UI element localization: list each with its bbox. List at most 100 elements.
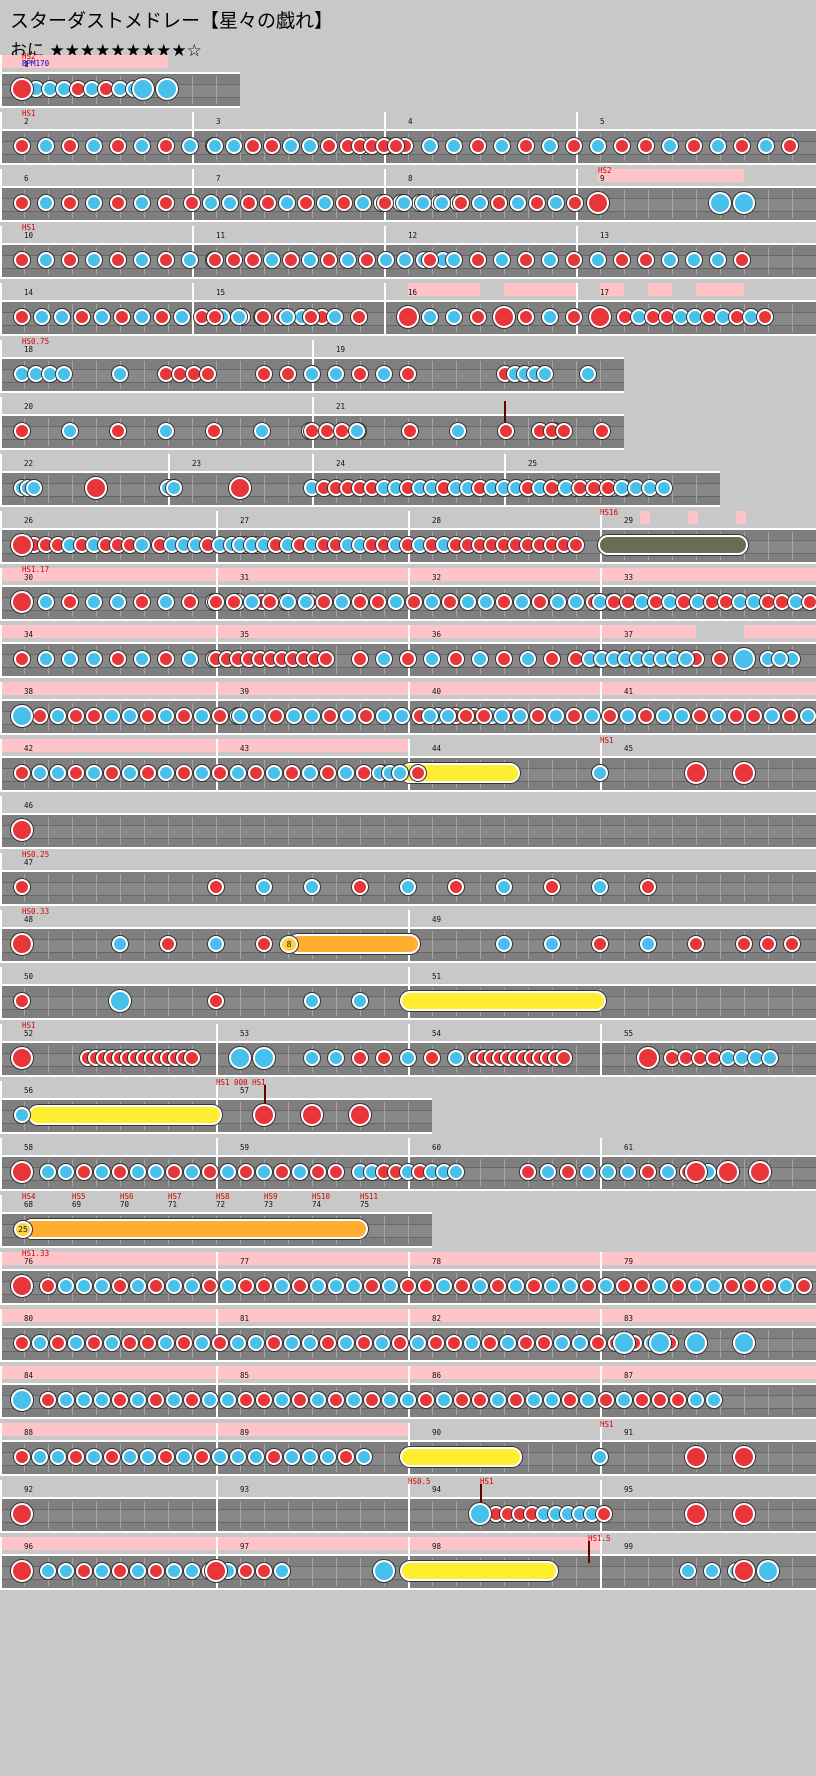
barline — [216, 1366, 218, 1417]
don-note — [602, 708, 618, 724]
don-note — [176, 1335, 192, 1351]
ka-note — [302, 138, 318, 154]
barline — [312, 397, 314, 448]
don-note — [158, 1449, 174, 1465]
big-ka-note — [109, 990, 131, 1012]
don-note — [202, 1164, 218, 1180]
ka-note — [279, 309, 295, 325]
don-note — [176, 708, 192, 724]
big-don-note — [587, 192, 609, 214]
big-ka-note — [613, 1332, 635, 1354]
barline — [576, 112, 578, 163]
scroll-speed-band — [640, 511, 650, 524]
ka-note — [678, 651, 694, 667]
don-note — [520, 1164, 536, 1180]
ka-note — [397, 252, 413, 268]
ka-note — [388, 594, 404, 610]
drumroll-yellow — [28, 1105, 222, 1125]
don-note — [158, 651, 174, 667]
ka-note — [550, 594, 566, 610]
beat-line — [72, 361, 73, 389]
don-note — [782, 138, 798, 154]
scroll-speed-label: HS2 — [598, 166, 612, 175]
don-note — [402, 423, 418, 439]
beat-line — [288, 874, 289, 902]
scroll-speed-band — [696, 283, 744, 296]
beat-line — [576, 361, 577, 389]
beat-line — [672, 1501, 673, 1529]
don-note — [50, 1335, 66, 1351]
ka-note — [158, 594, 174, 610]
beat-line — [288, 418, 289, 446]
ka-note — [14, 1107, 30, 1123]
don-note — [238, 1392, 254, 1408]
ka-note — [592, 1449, 608, 1465]
beat-line — [672, 190, 673, 218]
ka-note — [54, 309, 70, 325]
drumroll-yellow — [400, 1561, 558, 1581]
barline — [216, 739, 218, 790]
measure-number: 72 — [216, 1200, 226, 1209]
barline — [0, 568, 2, 619]
ka-note — [512, 708, 528, 724]
scroll-speed-label: HS10 — [312, 1192, 331, 1201]
measure-number: 22 — [24, 459, 34, 468]
ka-note — [496, 879, 512, 895]
beat-line — [624, 1501, 625, 1529]
beat-line — [696, 988, 697, 1016]
measure-row: 2 3 4 5 HS1 — [0, 109, 816, 176]
ka-note — [620, 708, 636, 724]
don-note — [446, 1335, 462, 1351]
measure-number: 25 — [528, 459, 538, 468]
beat-line — [576, 1045, 577, 1073]
don-note — [544, 879, 560, 895]
ka-note — [166, 480, 182, 496]
ka-note — [94, 1563, 110, 1579]
ka-note — [26, 480, 42, 496]
scroll-speed-label: HS1 — [600, 1420, 614, 1429]
beat-line — [72, 988, 73, 1016]
don-note — [320, 1335, 336, 1351]
beat-line — [192, 418, 193, 446]
big-don-note — [301, 1104, 323, 1126]
ka-note — [620, 1164, 636, 1180]
don-note — [352, 1050, 368, 1066]
don-note — [567, 195, 583, 211]
ka-note — [50, 765, 66, 781]
don-note — [670, 1278, 686, 1294]
beat-line — [168, 1501, 169, 1529]
big-don-note — [11, 534, 33, 556]
beat-line — [672, 817, 673, 845]
big-ka-note — [11, 1389, 33, 1411]
measure-number: 34 — [24, 630, 34, 639]
scroll-speed-label: HS1 — [22, 109, 36, 118]
scroll-speed-label: HS1 000 HS1 — [216, 1078, 266, 1087]
beat-line — [48, 931, 49, 959]
beat-line — [240, 988, 241, 1016]
measure-number: 87 — [624, 1371, 634, 1380]
beat-line — [264, 475, 265, 503]
measure-number: 32 — [432, 573, 442, 582]
don-note — [68, 765, 84, 781]
barline — [408, 682, 410, 733]
barline — [600, 1537, 602, 1588]
don-note — [266, 1335, 282, 1351]
don-note — [598, 1392, 614, 1408]
beat-line — [792, 817, 793, 845]
ka-note — [580, 1392, 596, 1408]
measure-number: 55 — [624, 1029, 634, 1038]
measure-number: 69 — [72, 1200, 82, 1209]
ka-note — [86, 195, 102, 211]
ka-note — [38, 594, 54, 610]
scroll-speed-band — [736, 511, 746, 524]
measure-number: 46 — [24, 801, 34, 810]
measure-number: 13 — [600, 231, 610, 240]
don-note — [316, 594, 332, 610]
ka-note — [494, 138, 510, 154]
measure-number: 5 — [600, 117, 605, 126]
beat-line — [240, 874, 241, 902]
measure-number: 60 — [432, 1143, 442, 1152]
ka-note — [494, 708, 510, 724]
beat-line — [240, 190, 241, 218]
ka-note — [304, 1050, 320, 1066]
